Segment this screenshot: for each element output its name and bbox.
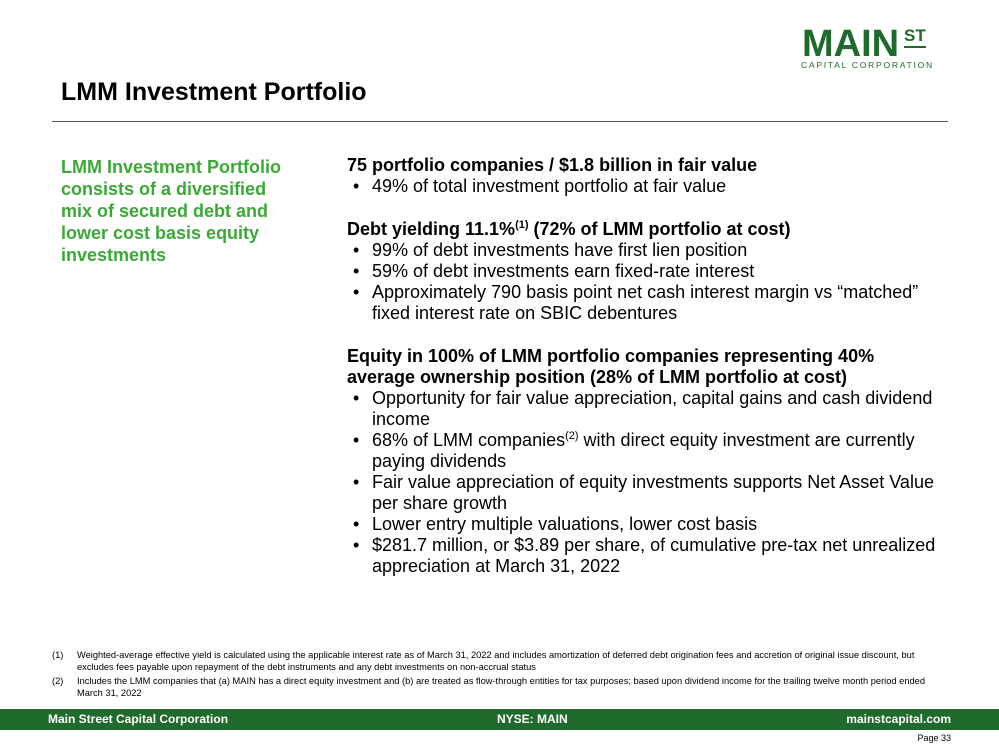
footer-company-name: Main Street Capital Corporation — [48, 712, 229, 726]
logo-st-mark: ST — [904, 27, 926, 48]
bullet-item: Lower entry multiple valuations, lower c… — [347, 514, 937, 535]
footnotes: (1) Weighted-average effective yield is … — [52, 650, 947, 702]
footer-bar: Main Street Capital Corporation NYSE: MA… — [0, 709, 999, 730]
footnote-text: Includes the LMM companies that (a) MAIN… — [77, 676, 926, 698]
debt-heading-suffix: (72% of LMM portfolio at cost) — [528, 219, 791, 239]
bullet-text-suffix: with direct equity investment are curren… — [372, 430, 915, 471]
footnote-number: (1) — [52, 650, 64, 660]
bullet-item: Approximately 790 basis point net cash i… — [347, 282, 937, 324]
footnote-1: (1) Weighted-average effective yield is … — [52, 650, 947, 673]
footer-website: mainstcapital.com — [846, 712, 951, 726]
debt-bullets: 99% of debt investments have first lien … — [347, 240, 937, 324]
footnote-ref-2: (2) — [565, 430, 579, 442]
debt-heading-text: Debt yielding 11.1% — [347, 219, 516, 239]
bullet-item: $281.7 million, or $3.89 per share, of c… — [347, 535, 937, 577]
footnote-ref-1: (1) — [515, 219, 529, 231]
sidebar-summary: LMM Investment Portfolio consists of a d… — [61, 157, 281, 265]
logo-wordmark: MAIN — [802, 23, 900, 65]
bullet-item: 59% of debt investments earn fixed-rate … — [347, 261, 937, 282]
portfolio-bullets: 49% of total investment portfolio at fai… — [347, 176, 937, 197]
bullet-item: 68% of LMM companies(2) with direct equi… — [347, 430, 937, 472]
section-heading-portfolio: 75 portfolio companies / $1.8 billion in… — [347, 155, 758, 175]
company-logo: MAIN ST CAPITAL CORPORATION — [800, 24, 936, 72]
main-content: 75 portfolio companies / $1.8 billion in… — [347, 155, 937, 577]
equity-bullets: Opportunity for fair value appreciation,… — [347, 388, 937, 577]
footnote-2: (2) Includes the LMM companies that (a) … — [52, 676, 947, 699]
section-heading-debt: Debt yielding 11.1%(1) (72% of LMM portf… — [347, 219, 937, 240]
logo-tagline: CAPITAL CORPORATION — [801, 60, 934, 70]
bullet-item: 99% of debt investments have first lien … — [347, 240, 937, 261]
bullet-item: Fair value appreciation of equity invest… — [347, 472, 937, 514]
page-number: Page 33 — [917, 733, 951, 743]
section-heading-equity: Equity in 100% of LMM portfolio companie… — [347, 346, 875, 387]
page-title: LMM Investment Portfolio — [61, 78, 367, 106]
footer-ticker: NYSE: MAIN — [497, 712, 568, 726]
title-divider — [52, 121, 948, 122]
bullet-item: 49% of total investment portfolio at fai… — [347, 176, 937, 197]
footnote-text: Weighted-average effective yield is calc… — [77, 650, 915, 672]
footnote-number: (2) — [52, 676, 64, 686]
bullet-text: 68% of LMM companies — [372, 430, 566, 450]
bullet-item: Opportunity for fair value appreciation,… — [347, 388, 937, 430]
